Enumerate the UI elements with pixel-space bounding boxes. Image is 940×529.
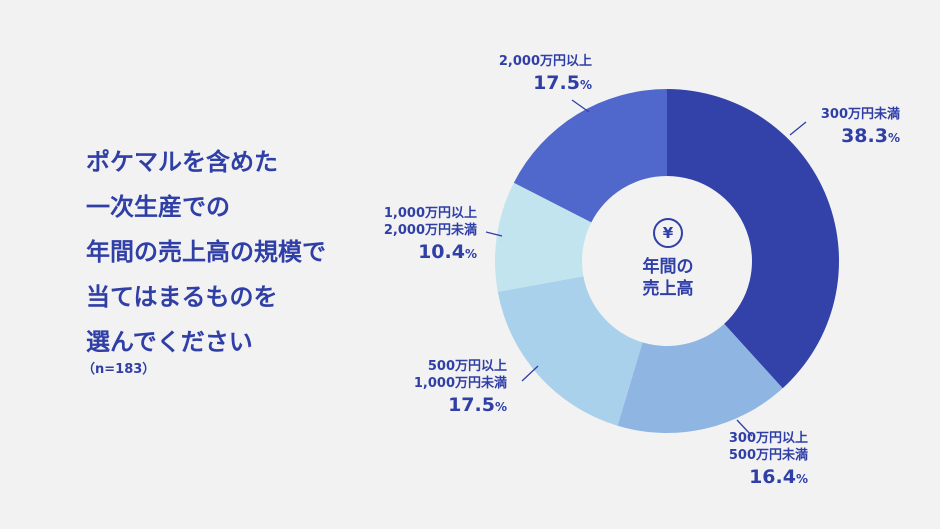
leader-line xyxy=(485,231,503,237)
percent-unit: % xyxy=(887,131,900,145)
yen-icon: ¥ xyxy=(653,218,683,248)
percent-unit: % xyxy=(464,247,477,261)
slice-category: 500万円未満 xyxy=(728,448,808,463)
question-line: 年間の売上高の規模で xyxy=(86,238,326,266)
question-line: 当てはまるものを xyxy=(86,283,278,311)
question-line: ポケマルを含めた xyxy=(86,148,278,176)
donut-slice xyxy=(497,276,643,426)
question-line: 一次生産での xyxy=(86,193,230,221)
slice-percent: 16.4% xyxy=(749,466,808,488)
slice-category: 2,000万円未満 xyxy=(383,223,477,238)
center-title-line: 年間の xyxy=(642,257,694,277)
slice-percent: 10.4% xyxy=(418,241,477,263)
percent-unit: % xyxy=(579,78,592,92)
donut-slice xyxy=(667,89,839,389)
slice-label: 300万円以上 500万円未満 16.4% xyxy=(718,430,808,492)
donut-slice xyxy=(617,323,783,433)
slice-percent: 17.5% xyxy=(448,394,507,416)
slice-label: 2,000万円以上 17.5% xyxy=(482,53,592,98)
slice-category: 1,000万円以上 xyxy=(383,206,477,221)
percent-unit: % xyxy=(494,400,507,414)
slice-label: 300万円未満 38.3% xyxy=(805,106,900,151)
slice-label: 1,000万円以上 2,000万円未満 10.4% xyxy=(370,205,477,267)
leader-line xyxy=(521,365,539,382)
slice-category: 500万円以上 xyxy=(427,359,507,374)
sample-size: （n=183） xyxy=(82,362,156,377)
slice-label: 500万円以上 1,000万円未満 17.5% xyxy=(395,358,507,420)
question-text: ポケマルを含めた 一次生産での 年間の売上高の規模で 当てはまるものを 選んでく… xyxy=(86,140,326,365)
question-line: 選んでください xyxy=(86,328,253,356)
percent-unit: % xyxy=(795,472,808,486)
slice-category: 1,000万円未満 xyxy=(413,376,507,391)
slice-percent: 17.5% xyxy=(533,72,592,94)
center-title-line: 売上高 xyxy=(642,279,694,299)
slice-category: 300万円以上 xyxy=(728,431,808,446)
leader-line xyxy=(736,419,753,437)
slice-percent: 38.3% xyxy=(841,125,900,147)
chart-center-label: ¥ 年間の 売上高 xyxy=(623,218,713,300)
donut-slice xyxy=(495,182,592,292)
leader-line xyxy=(789,121,807,136)
slice-category: 2,000万円以上 xyxy=(498,54,592,69)
donut-slice xyxy=(513,89,667,223)
leader-line xyxy=(571,99,590,113)
slice-category: 300万円未満 xyxy=(820,107,900,122)
